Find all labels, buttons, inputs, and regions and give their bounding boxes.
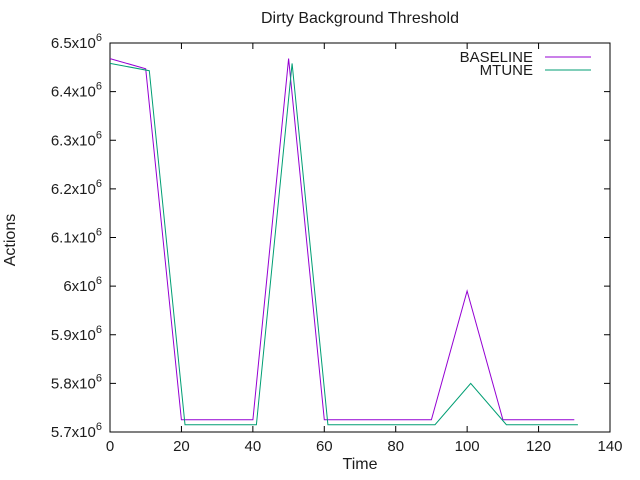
x-tick-label: 100 bbox=[455, 438, 480, 455]
y-tick-label: 6.4x106 bbox=[51, 81, 102, 101]
x-tick-label: 40 bbox=[245, 438, 262, 455]
y-tick-label: 6.2x106 bbox=[51, 178, 102, 198]
y-tick-label: 6.1x106 bbox=[51, 227, 102, 247]
legend-label-baseline: BASELINE bbox=[460, 49, 533, 66]
x-tick-label: 20 bbox=[173, 438, 190, 455]
x-axis-title: Time bbox=[343, 456, 378, 473]
plot-area: 0 20 40 60 80 100 120 140 5.7x106 5.8x106 5.9x106 6… bbox=[51, 32, 623, 455]
plot-border bbox=[109, 42, 611, 433]
x-tick-label: 80 bbox=[387, 438, 404, 455]
y-axis-title: Actions bbox=[2, 214, 19, 266]
x-tick-label: 60 bbox=[316, 438, 333, 455]
y-tick-label: 6x106 bbox=[63, 275, 102, 295]
x-tick-label: 120 bbox=[526, 438, 551, 455]
y-tick-label: 5.9x106 bbox=[51, 324, 102, 344]
series-line-baseline bbox=[109, 58, 575, 421]
y-tick-label: 6.5x106 bbox=[51, 32, 102, 52]
x-tick-label: 140 bbox=[597, 438, 622, 455]
y-tick-label: 5.7x106 bbox=[51, 421, 102, 441]
series-line-mtune bbox=[109, 62, 578, 426]
legend-label-mtune: MTUNE bbox=[480, 62, 533, 79]
x-tick-label: 0 bbox=[106, 438, 114, 455]
y-tick-label: 5.8x106 bbox=[51, 372, 102, 392]
chart-title: Dirty Background Threshold bbox=[261, 10, 459, 27]
y-tick-label: 6.3x106 bbox=[51, 129, 102, 149]
